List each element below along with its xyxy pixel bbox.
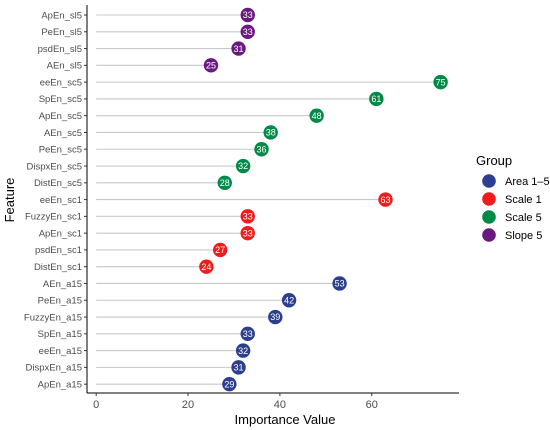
point-PeEn_sc5 — [254, 142, 269, 157]
data-label-psdEn_sc1: 27 — [215, 245, 225, 255]
y-tick-label: DispxEn_a15 — [25, 363, 82, 374]
legend-label: Area 1–5 — [505, 176, 550, 188]
legend-swatch — [482, 174, 496, 188]
y-tick-label: AEn_a15 — [43, 279, 82, 290]
point-SpEn_a15 — [240, 326, 255, 342]
point-ApEn_sc5 — [309, 108, 324, 123]
legend-items: Area 1–5 Scale 1 Scale 5 Slope 5 — [482, 174, 550, 242]
x-tick-layer: 0 20 40 60 — [93, 393, 378, 411]
y-tick-label: AEn_sc5 — [44, 128, 82, 139]
point-FuzzyEn_a15 — [268, 309, 283, 325]
data-label-ApEn_sc5: 48 — [312, 111, 322, 121]
legend: Group Area 1–5 Scale 1 Scale 5 Slope 5 — [476, 153, 550, 242]
y-tick-label: ApEn_sl5 — [41, 10, 82, 21]
legend-label: Scale 5 — [505, 212, 542, 224]
data-label-PeEn_a15: 42 — [284, 295, 294, 305]
y-tick-label: FuzzyEn_a15 — [24, 312, 82, 323]
y-tick-label: DistEn_sc1 — [34, 262, 82, 273]
y-tick-label: PeEn_sl5 — [41, 27, 82, 38]
y-tick-label: DistEn_sc5 — [34, 178, 82, 189]
point-psdEn_sl5 — [231, 41, 246, 56]
y-tick-label: eeEn_a15 — [39, 346, 82, 357]
point-AEn_a15 — [332, 276, 347, 291]
y-tick-label: ApEn_a15 — [38, 379, 82, 390]
data-label-DistEn_sc1: 24 — [201, 262, 211, 272]
y-tick-label: DispxEn_sc5 — [27, 161, 82, 172]
point-DispxEn_a15 — [231, 360, 246, 375]
data-label-AEn_a15: 53 — [335, 279, 345, 289]
y-tick-layer: ApEn_sl5 PeEn_sl5 psdEn_sl5 AEn_sl5 eeEn_sc5… — [24, 10, 87, 390]
point-AEn_sl5 — [203, 58, 219, 73]
data-label-SpEn_sc5: 61 — [371, 94, 381, 104]
y-tick-label: eeEn_sc1 — [40, 195, 82, 206]
point-DistEn_sc1 — [199, 259, 214, 274]
point-PeEn_a15 — [281, 293, 297, 308]
data-label-ApEn_a15: 29 — [224, 379, 234, 389]
y-tick-label: AEn_sl5 — [47, 61, 82, 72]
y-tick-label: SpEn_a15 — [38, 329, 82, 340]
point-SpEn_sc5 — [369, 91, 384, 107]
legend-label: Scale 1 — [505, 194, 542, 206]
y-tick-label: eeEn_sc5 — [40, 77, 82, 88]
data-label-eeEn_sc1: 63 — [381, 195, 391, 205]
y-tick-label: PeEn_sc5 — [39, 145, 82, 156]
y-tick-label: PeEn_a15 — [38, 296, 82, 307]
stem-layer — [96, 14, 441, 385]
point-FuzzyEn_sc1 — [240, 209, 255, 224]
legend-swatch — [482, 228, 496, 242]
data-label-DistEn_sc5: 28 — [220, 178, 230, 188]
x-tick-label: 40 — [274, 399, 286, 411]
data-label-eeEn_sc5: 75 — [436, 77, 446, 87]
point-DispxEn_sc5 — [235, 158, 251, 174]
legend-swatch — [482, 192, 496, 206]
data-label-ApEn_sl5: 33 — [243, 10, 253, 20]
point-ApEn_a15 — [222, 376, 237, 392]
data-label-FuzzyEn_sc1: 33 — [243, 212, 253, 222]
data-label-PeEn_sc5: 36 — [257, 144, 267, 154]
point-PeEn_sl5 — [240, 24, 255, 39]
data-label-ApEn_sc1: 33 — [243, 228, 253, 238]
data-label-AEn_sl5: 25 — [206, 61, 216, 71]
x-tick-label: 0 — [93, 399, 99, 411]
x-tick-label: 60 — [366, 399, 378, 411]
data-label-DispxEn_a15: 31 — [234, 363, 244, 373]
point-DistEn_sc5 — [217, 175, 232, 190]
y-tick-label: SpEn_sc5 — [39, 94, 82, 105]
data-label-psdEn_sl5: 31 — [234, 44, 244, 54]
x-tick-label: 20 — [182, 399, 194, 411]
legend-swatch — [482, 210, 496, 224]
y-tick-label: FuzzyEn_sc1 — [25, 212, 82, 223]
point-ApEn_sc1 — [240, 225, 255, 241]
point-psdEn_sc1 — [212, 242, 228, 258]
legend-title: Group — [476, 153, 512, 168]
y-tick-label: psdEn_sl5 — [38, 44, 82, 55]
dot-layer: 33 33 31 25 75 61 48 38 36 32 28 63 33 33 27 24 53 42 39 33… — [199, 7, 448, 392]
point-eeEn_sc5 — [433, 74, 448, 90]
y-axis-title: Feature — [2, 178, 17, 223]
y-tick-label: psdEn_sc1 — [35, 245, 82, 256]
point-eeEn_a15 — [235, 343, 251, 358]
data-label-SpEn_a15: 33 — [243, 329, 253, 339]
point-eeEn_sc1 — [378, 192, 393, 207]
y-tick-label: ApEn_sc1 — [39, 228, 82, 239]
point-ApEn_sl5 — [240, 7, 255, 23]
y-tick-label: ApEn_sc5 — [39, 111, 82, 122]
data-label-AEn_sc5: 38 — [266, 128, 276, 138]
x-axis-title: Importance Value — [235, 412, 336, 427]
point-AEn_sc5 — [263, 125, 278, 140]
data-label-FuzzyEn_a15: 39 — [270, 312, 280, 322]
legend-label: Slope 5 — [505, 230, 542, 242]
data-label-eeEn_a15: 32 — [238, 346, 248, 356]
data-label-DispxEn_sc5: 32 — [238, 161, 248, 171]
data-label-PeEn_sl5: 33 — [243, 27, 253, 37]
